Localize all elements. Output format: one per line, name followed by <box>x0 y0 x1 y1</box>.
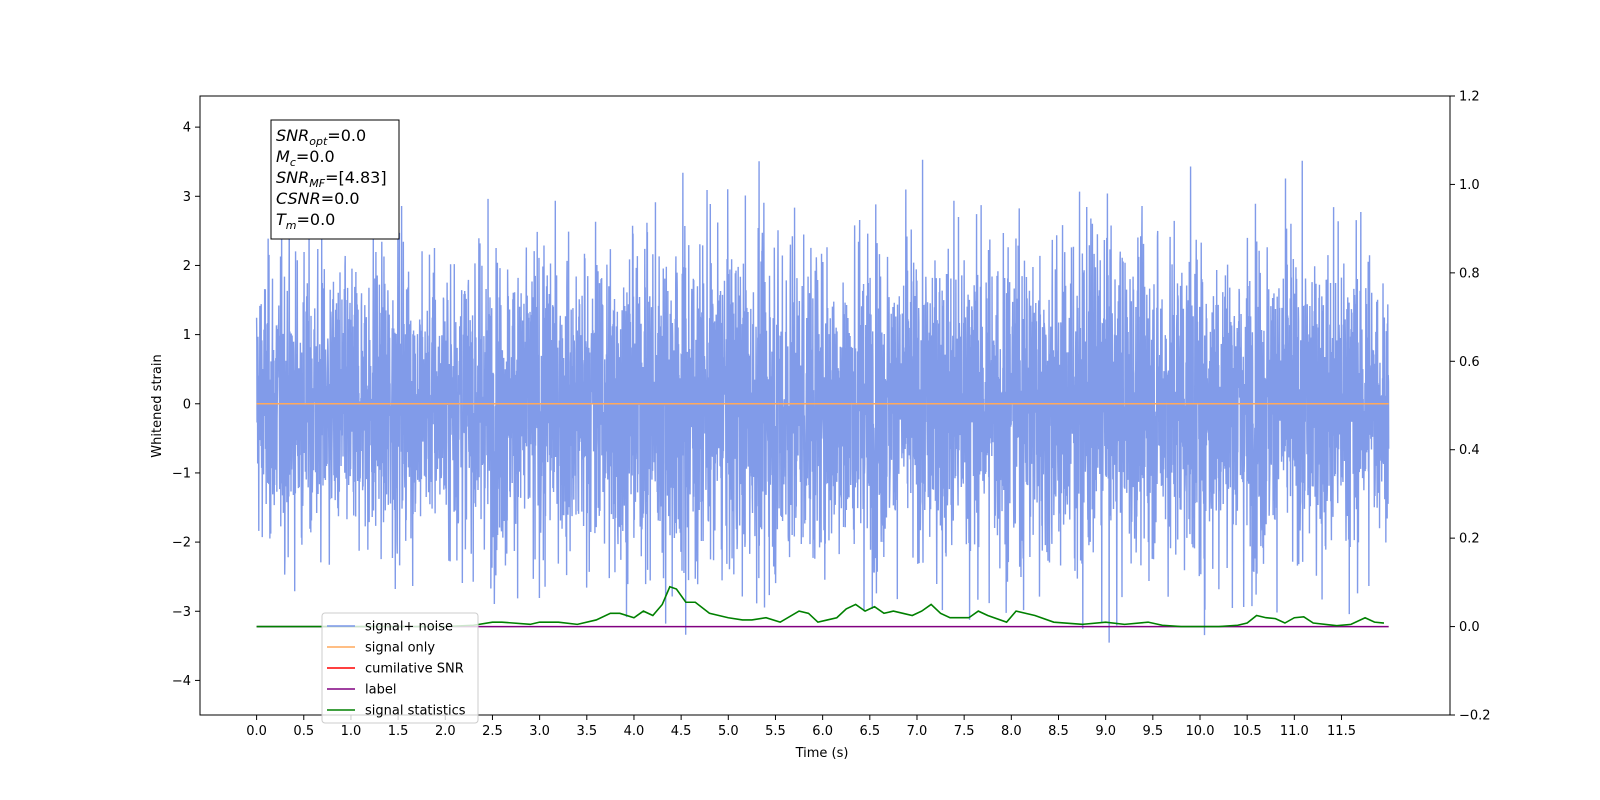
y2-tick-label: 1.0 <box>1459 178 1480 193</box>
annotation-line: SNRopt=0.0 <box>276 126 366 148</box>
y-tick-label: 2 <box>183 259 191 274</box>
x-tick-label: 6.0 <box>812 724 833 739</box>
x-tick-label: 10.5 <box>1233 724 1262 739</box>
x-tick-label: 2.0 <box>435 724 456 739</box>
x-tick-label: 11.5 <box>1327 724 1356 739</box>
y-tick-label: 1 <box>183 328 191 343</box>
x-tick-label: 5.5 <box>765 724 786 739</box>
x-tick-label: 6.5 <box>859 724 880 739</box>
x-tick-label: 4.0 <box>624 724 645 739</box>
x-tick-label: 4.5 <box>671 724 692 739</box>
x-tick-label: 2.5 <box>482 724 503 739</box>
y-tick-label: 3 <box>183 190 191 205</box>
legend: signal+ noise signal only cumilative SNR la… <box>321 612 479 724</box>
x-tick-label: 10.0 <box>1186 724 1215 739</box>
y-axis-right: 1.2 1.0 0.8 0.6 0.4 0.2 0.0 −0.2 <box>1450 90 1491 724</box>
annotation-line: Mc=0.0 <box>276 147 335 169</box>
x-tick-label: 1.5 <box>388 724 409 739</box>
annotation-line: CSNR=0.0 <box>276 189 360 208</box>
series-signal-noise <box>255 159 1390 643</box>
y-tick-label: −4 <box>172 674 191 689</box>
y-tick-label: 4 <box>183 121 191 136</box>
legend-label: cumilative SNR <box>365 662 464 677</box>
y2-tick-label: 0.6 <box>1459 355 1480 370</box>
y2-tick-label: 0.4 <box>1459 443 1480 458</box>
x-tick-label: 3.0 <box>529 724 550 739</box>
x-axis: 0.0 0.5 1.0 1.5 2.0 2.5 3.0 3.5 4.0 4.5 5.0 5.5 6.0 6… <box>246 715 1356 739</box>
y2-tick-label: 1.2 <box>1459 90 1480 105</box>
annotation-line: Tm=0.0 <box>276 210 335 232</box>
legend-label: signal+ noise <box>365 620 453 635</box>
x-tick-label: 11.0 <box>1280 724 1309 739</box>
x-tick-label: 0.0 <box>246 724 267 739</box>
y-axis-left: 4 3 2 1 0 −1 −2 −3 −4 <box>172 121 200 689</box>
legend-label: label <box>365 683 396 698</box>
y-tick-label: −2 <box>172 536 191 551</box>
x-tick-label: 3.5 <box>576 724 597 739</box>
y2-tick-label: 0.8 <box>1459 266 1480 281</box>
x-tick-label: 5.0 <box>718 724 739 739</box>
x-tick-label: 8.5 <box>1048 724 1069 739</box>
x-axis-label: Time (s) <box>795 746 849 761</box>
y-tick-label: −3 <box>172 605 191 620</box>
y2-tick-label: 0.0 <box>1459 620 1480 635</box>
x-tick-label: 9.5 <box>1142 724 1163 739</box>
x-tick-label: 8.0 <box>1001 724 1022 739</box>
legend-label: signal statistics <box>365 704 466 719</box>
y2-tick-label: −0.2 <box>1459 709 1491 724</box>
x-tick-label: 1.0 <box>341 724 362 739</box>
x-tick-label: 0.5 <box>293 724 314 739</box>
annotation-line: SNRMF=[4.83] <box>276 168 387 190</box>
legend-label: signal only <box>365 641 435 656</box>
annotation-frame <box>270 119 400 240</box>
axes-frame <box>199 95 1451 716</box>
y-axis-label: Whitened strain <box>150 354 165 457</box>
x-tick-label: 7.0 <box>907 724 928 739</box>
y-tick-label: −1 <box>172 466 191 481</box>
series-signal-statistics <box>256 585 1385 628</box>
x-tick-label: 7.5 <box>954 724 975 739</box>
x-tick-label: 9.0 <box>1095 724 1116 739</box>
y2-tick-label: 0.2 <box>1459 532 1480 547</box>
y-tick-label: 0 <box>183 397 191 412</box>
legend-frame <box>321 612 479 724</box>
